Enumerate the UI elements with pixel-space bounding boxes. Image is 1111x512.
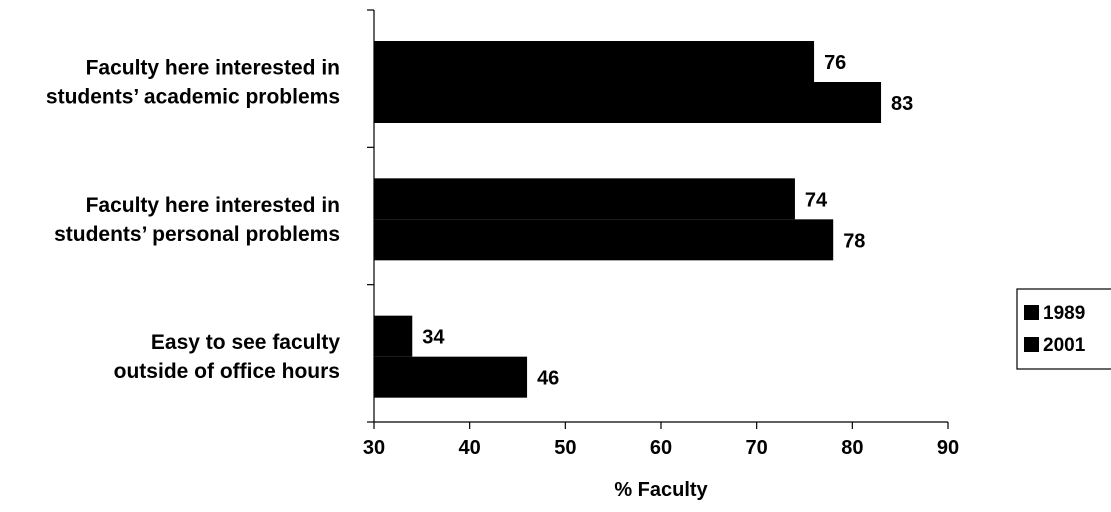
bar-1989-3 — [374, 315, 413, 357]
x-tick-label: 90 — [937, 437, 959, 459]
value-label-2001-3: 46 — [537, 368, 559, 390]
value-label-2001-1: 83 — [891, 93, 913, 115]
x-tick-label: 80 — [841, 437, 863, 459]
category-label-2: Faculty here interested in students’ pers… — [54, 194, 340, 246]
x-tick-label: 40 — [459, 437, 481, 459]
legend-box — [1016, 288, 1111, 370]
bar-2001-1 — [374, 82, 882, 123]
legend-swatch-1989 — [1024, 305, 1039, 320]
legend: 1989 2001 — [1016, 288, 1111, 370]
value-label-1989-3: 34 — [422, 327, 445, 349]
legend-label-1989: 1989 — [1043, 303, 1085, 324]
bars — [374, 41, 882, 398]
value-label-2001-2: 78 — [843, 230, 865, 252]
x-tick-label: 50 — [554, 437, 576, 459]
x-tick-label: 70 — [746, 437, 768, 459]
labels: 30 40 50 60 70 80 90 % Faculty 76 83 Faculty here … — [46, 52, 959, 501]
x-axis-title: % Faculty — [614, 479, 708, 501]
bar-1989-1 — [374, 41, 815, 82]
bar-2001-3 — [374, 356, 528, 398]
legend-label-2001: 2001 — [1043, 335, 1086, 356]
legend-swatch-2001 — [1024, 337, 1039, 352]
bar-2001-2 — [374, 219, 834, 261]
value-label-1989-1: 76 — [824, 52, 846, 74]
x-tick-label: 30 — [363, 437, 385, 459]
bar-1989-2 — [374, 178, 795, 220]
category-label-1: Faculty here interested in students’ acad… — [46, 57, 340, 109]
x-tick-label: 60 — [650, 437, 672, 459]
value-label-1989-2: 74 — [805, 189, 828, 211]
category-label-3: Easy to see faculty outside of office hou… — [114, 331, 341, 383]
